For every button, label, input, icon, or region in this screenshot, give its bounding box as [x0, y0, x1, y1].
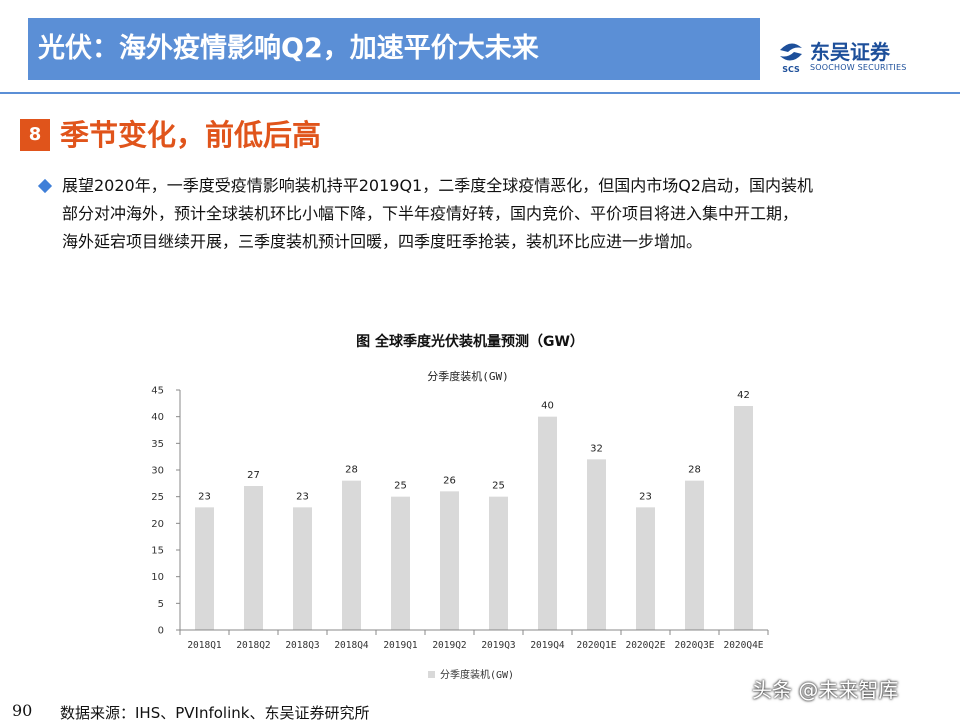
chart-legend: 分季度装机(GW): [428, 668, 514, 681]
y-tick-label: 5: [158, 599, 164, 610]
bar: [636, 507, 655, 630]
bar: [293, 507, 312, 630]
bar: [440, 491, 459, 630]
paragraph-line: 部分对冲海外，预计全球装机环比小幅下降，下半年疫情好转，国内竞价、平价项目将进入…: [62, 204, 799, 223]
data-label: 23: [296, 491, 309, 502]
data-source: 数据来源：IHS、PVInfolink、东吴证券研究所: [60, 704, 370, 722]
y-tick-label: 30: [151, 466, 164, 477]
paragraph-line: 海外延宕项目继续开展，三季度装机预计回暖，四季度旺季抢装，装机环比应进一步增加。: [62, 232, 703, 251]
bar: [391, 496, 410, 630]
section-number-badge: 8: [20, 119, 50, 151]
logo-name: 东吴证券: [810, 40, 890, 64]
bar: [244, 486, 263, 630]
bar: [195, 507, 214, 630]
data-label: 28: [345, 465, 358, 476]
bar: [734, 406, 753, 630]
logo-mark-icon: SCS: [780, 43, 802, 74]
data-label: 42: [737, 390, 750, 401]
x-tick-label: 2020Q1E: [576, 640, 616, 651]
x-tick-label: 2018Q4: [334, 640, 369, 651]
x-axis: 2018Q1 2018Q2 2018Q3 2018Q4 2019Q1 2019Q2 2019…: [179, 629, 769, 651]
summary-paragraph: 展望2020年，一季度受疫情影响装机持平2019Q1，二季度全球疫情恶化，但国内…: [62, 172, 942, 256]
y-tick-label: 25: [151, 492, 164, 503]
y-tick-label: 0: [158, 626, 164, 637]
x-tick-label: 2019Q3: [481, 640, 515, 651]
bar: [587, 459, 606, 630]
section-title: 季节变化，前低后高: [60, 118, 322, 152]
data-label: 23: [198, 491, 211, 502]
y-tick-label: 10: [151, 572, 164, 583]
logo-subtitle: SOOCHOW SECURITIES: [810, 63, 907, 72]
x-tick-label: 2018Q1: [187, 640, 222, 651]
data-label: 25: [394, 481, 407, 492]
y-tick-label: 40: [151, 412, 164, 423]
y-tick-label: 45: [151, 386, 164, 397]
x-tick-label: 2020Q3E: [674, 640, 714, 651]
bar: [489, 496, 508, 630]
data-label: 25: [492, 481, 505, 492]
header-divider: [0, 92, 960, 94]
x-tick-label: 2019Q2: [432, 640, 466, 651]
y-axis: 0 5 10 15 20 25 30 35 40 45: [151, 386, 181, 637]
diamond-bullet-icon: [37, 178, 53, 194]
page-number: 90: [12, 701, 33, 720]
legend-label: 分季度装机(GW): [440, 668, 514, 681]
x-tick-label: 2018Q2: [236, 640, 270, 651]
watermark: 头条 @未来智库: [752, 678, 899, 702]
y-tick-label: 35: [151, 439, 164, 450]
x-tick-label: 2019Q4: [530, 640, 565, 651]
x-tick-label: 2018Q3: [285, 640, 319, 651]
paragraph-line: 展望2020年，一季度受疫情影响装机持平2019Q1，二季度全球疫情恶化，但国内…: [62, 176, 813, 195]
x-tick-label: 2020Q2E: [625, 640, 665, 651]
data-label: 26: [443, 475, 456, 486]
data-label: 23: [639, 491, 652, 502]
bar: [342, 480, 361, 630]
legend-swatch: [428, 671, 435, 678]
bar: [685, 480, 704, 630]
bars-group: 23 27 23 28 25 26 25 40 32 23 28 42: [195, 390, 753, 630]
company-logo: SCS 东吴证券 SOOCHOW SECURITIES: [776, 36, 926, 80]
header-bar: 光伏：海外疫情影响Q2，加速平价大未来: [28, 18, 760, 80]
page-title: 光伏：海外疫情影响Q2，加速平价大未来: [38, 33, 539, 64]
data-label: 40: [541, 401, 554, 412]
data-label: 28: [688, 465, 701, 476]
y-tick-label: 15: [151, 546, 164, 557]
data-label: 27: [247, 470, 260, 481]
y-tick-label: 20: [151, 519, 164, 530]
chart-subtitle: 分季度装机(GW): [427, 369, 509, 383]
installation-bar-chart: 图 全球季度光伏装机量预测（GW） 分季度装机(GW) 0 5 10 15 20 25 30…: [151, 333, 769, 681]
chart-title: 图 全球季度光伏装机量预测（GW）: [356, 333, 584, 350]
x-tick-label: 2020Q4E: [723, 640, 763, 651]
x-tick-label: 2019Q1: [383, 640, 418, 651]
bar: [538, 416, 557, 630]
data-label: 32: [590, 443, 603, 454]
logo-mark-text: SCS: [782, 65, 800, 74]
